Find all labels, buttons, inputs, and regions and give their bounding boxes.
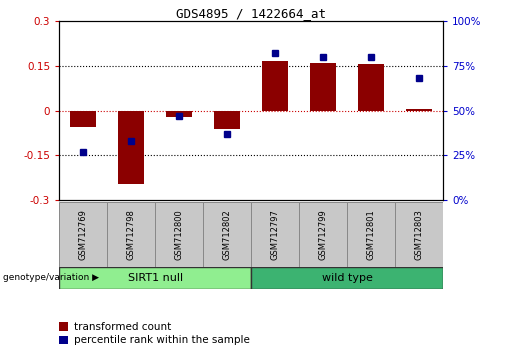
Text: GSM712803: GSM712803 (415, 209, 423, 260)
Text: GSM712800: GSM712800 (175, 209, 184, 260)
Text: GSM712799: GSM712799 (318, 209, 328, 260)
Bar (59, 267, 251, 289)
Bar (59, 202, 107, 267)
Text: GSM712798: GSM712798 (127, 209, 135, 260)
Bar (155, 202, 203, 267)
Text: GSM712801: GSM712801 (367, 209, 375, 260)
Bar (358, 64, 384, 110)
Text: percentile rank within the sample: percentile rank within the sample (74, 335, 250, 345)
Text: GSM712797: GSM712797 (270, 209, 280, 260)
Bar (310, 63, 336, 110)
Bar (166, 110, 192, 116)
Bar (214, 110, 241, 129)
Bar (395, 202, 443, 267)
Bar (262, 62, 288, 110)
Bar (347, 202, 395, 267)
Text: transformed count: transformed count (74, 322, 171, 332)
Bar (70, 110, 96, 127)
Text: GSM712769: GSM712769 (79, 209, 88, 260)
Text: GSM712802: GSM712802 (222, 209, 232, 260)
Text: wild type: wild type (321, 273, 372, 283)
Title: GDS4895 / 1422664_at: GDS4895 / 1422664_at (176, 7, 326, 20)
Bar (203, 202, 251, 267)
Bar (118, 110, 144, 184)
Bar (406, 109, 432, 110)
Text: genotype/variation ▶: genotype/variation ▶ (3, 273, 98, 282)
Bar (299, 202, 347, 267)
Text: SIRT1 null: SIRT1 null (128, 273, 183, 283)
Bar (251, 267, 443, 289)
Bar (251, 202, 299, 267)
Bar (107, 202, 155, 267)
